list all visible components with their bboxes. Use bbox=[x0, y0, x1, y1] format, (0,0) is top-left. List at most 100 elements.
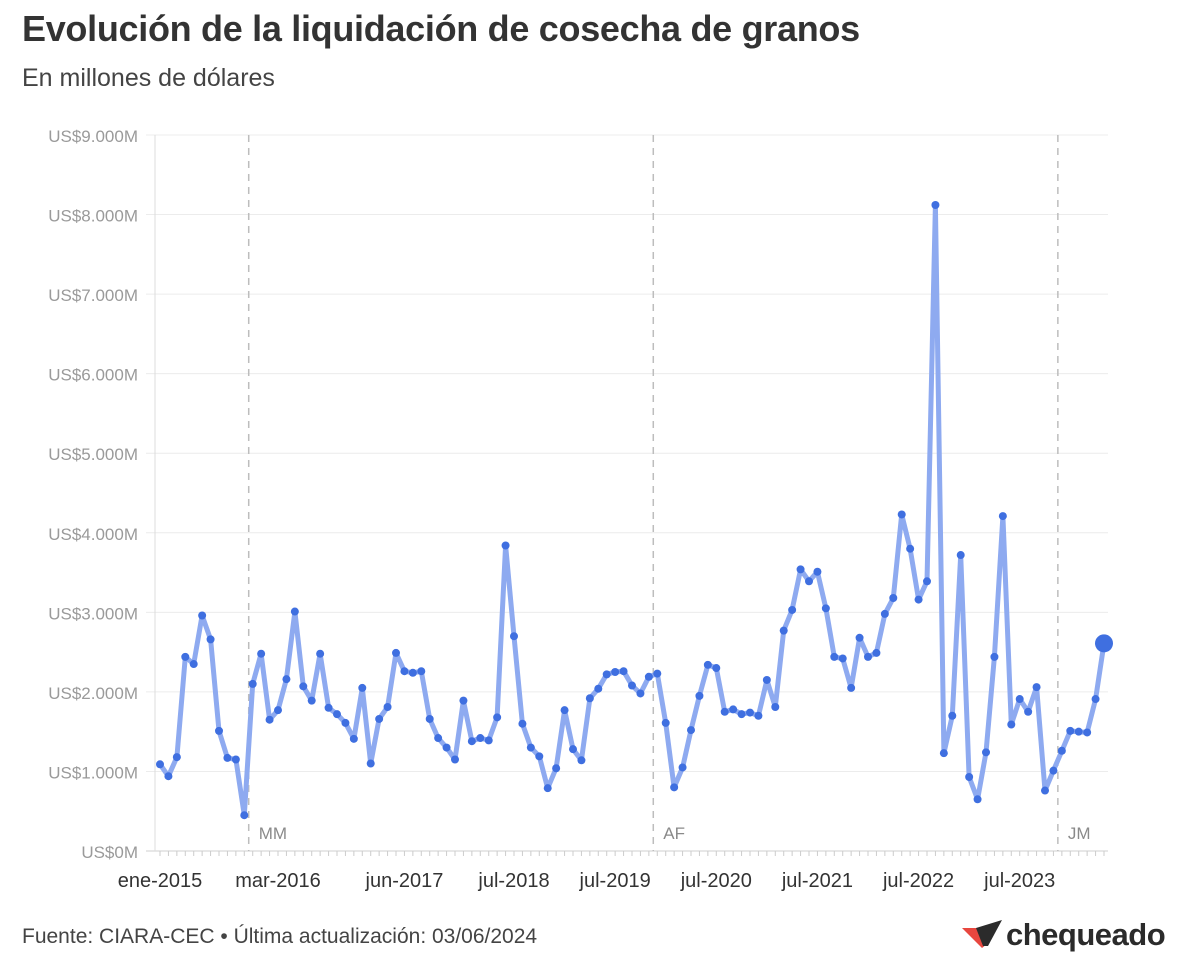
data-point bbox=[484, 736, 493, 745]
data-point bbox=[695, 691, 704, 700]
data-point bbox=[1083, 728, 1092, 737]
data-point bbox=[290, 607, 299, 616]
data-point bbox=[1091, 695, 1100, 704]
series-layer bbox=[157, 202, 1107, 818]
data-point bbox=[1015, 695, 1024, 704]
y-tick-label: US$2.000M bbox=[48, 684, 138, 703]
data-point bbox=[754, 711, 763, 720]
data-point bbox=[1066, 726, 1075, 735]
data-point bbox=[830, 652, 839, 661]
y-tick-label: US$5.000M bbox=[48, 445, 138, 464]
data-point bbox=[451, 755, 459, 764]
data-point bbox=[198, 611, 207, 620]
data-point bbox=[349, 734, 358, 743]
data-point bbox=[1057, 746, 1066, 755]
series-line bbox=[157, 202, 1107, 818]
x-tick-label: jul-2018 bbox=[477, 870, 549, 892]
y-tick-label: US$8.000M bbox=[48, 207, 138, 226]
annotations: MM AF JM bbox=[247, 135, 1091, 851]
y-axis: US$0M US$1.000M US$2.000M US$3.000M US$4.000… bbox=[48, 127, 138, 862]
latest-data-point bbox=[1095, 634, 1113, 653]
data-point bbox=[746, 708, 754, 717]
x-tick-label: jul-2020 bbox=[680, 870, 752, 892]
data-point bbox=[729, 705, 738, 714]
data-point bbox=[1032, 683, 1041, 692]
y-tick-label: US$0M bbox=[81, 843, 138, 862]
data-point bbox=[619, 667, 628, 676]
data-point bbox=[939, 749, 948, 758]
x-tick-label: mar-2016 bbox=[235, 870, 321, 892]
data-point bbox=[602, 670, 611, 679]
data-point bbox=[560, 706, 569, 715]
data-point bbox=[358, 683, 367, 692]
data-point bbox=[518, 719, 527, 728]
data-point bbox=[274, 706, 282, 715]
chequeado-logo-icon bbox=[962, 920, 1002, 948]
data-point bbox=[383, 703, 392, 712]
chequeado-logo-text: chequeado bbox=[1006, 917, 1166, 952]
data-point bbox=[897, 510, 906, 519]
source-note: Fuente: CIARA-CEC • Última actualización… bbox=[22, 925, 538, 948]
data-point bbox=[535, 752, 544, 761]
y-tick-label: US$9.000M bbox=[48, 127, 138, 146]
data-point bbox=[510, 632, 518, 641]
points-layer bbox=[156, 201, 1113, 820]
data-point bbox=[476, 734, 485, 743]
data-point bbox=[552, 764, 561, 773]
y-tick-label: US$6.000M bbox=[48, 366, 138, 385]
data-point bbox=[1041, 786, 1049, 795]
data-point bbox=[493, 713, 502, 722]
data-point bbox=[644, 672, 653, 681]
data-point bbox=[678, 763, 687, 772]
data-point bbox=[788, 605, 797, 614]
data-point bbox=[771, 703, 780, 712]
data-point bbox=[864, 652, 872, 661]
data-point bbox=[805, 577, 813, 586]
data-point bbox=[215, 726, 223, 735]
grid-layer bbox=[146, 134, 1108, 852]
data-point bbox=[737, 710, 746, 719]
data-point bbox=[392, 648, 400, 657]
x-tick-label: jul-2021 bbox=[781, 870, 853, 892]
annotation-label: AF bbox=[663, 824, 685, 843]
data-point bbox=[307, 696, 316, 705]
data-point bbox=[1007, 720, 1016, 729]
data-point bbox=[467, 737, 476, 746]
y-tick-label: US$3.000M bbox=[48, 604, 138, 623]
data-point bbox=[636, 689, 645, 698]
data-point bbox=[434, 734, 443, 743]
data-point bbox=[257, 649, 266, 658]
data-point bbox=[628, 681, 636, 690]
data-point bbox=[720, 707, 729, 716]
data-point bbox=[847, 683, 856, 692]
chequeado-logo[interactable]: chequeado bbox=[962, 915, 1166, 955]
chart-subtitle: En millones de dólares bbox=[22, 64, 275, 92]
data-point bbox=[821, 604, 830, 613]
data-point bbox=[923, 577, 931, 586]
data-point bbox=[248, 679, 257, 688]
data-point bbox=[189, 660, 198, 669]
x-tick-label: jul-2023 bbox=[983, 870, 1055, 892]
data-point bbox=[240, 811, 249, 820]
data-point bbox=[889, 594, 898, 603]
data-point bbox=[653, 669, 662, 678]
data-point bbox=[872, 648, 881, 657]
data-point bbox=[1049, 766, 1058, 775]
data-point bbox=[982, 748, 990, 757]
data-point bbox=[661, 718, 670, 727]
data-point bbox=[459, 696, 468, 705]
data-point bbox=[333, 710, 341, 719]
x-tick-label: jul-2019 bbox=[579, 870, 651, 892]
data-point bbox=[156, 760, 164, 769]
data-point bbox=[316, 649, 325, 658]
annotation-label: MM bbox=[259, 824, 287, 843]
data-point bbox=[526, 743, 535, 752]
y-tick-label: US$1.000M bbox=[48, 763, 138, 782]
data-point bbox=[442, 743, 451, 752]
data-point bbox=[779, 626, 788, 635]
data-point bbox=[181, 652, 190, 661]
data-point bbox=[324, 703, 333, 712]
data-point bbox=[265, 715, 274, 724]
data-point bbox=[223, 753, 232, 762]
data-point bbox=[914, 595, 923, 604]
